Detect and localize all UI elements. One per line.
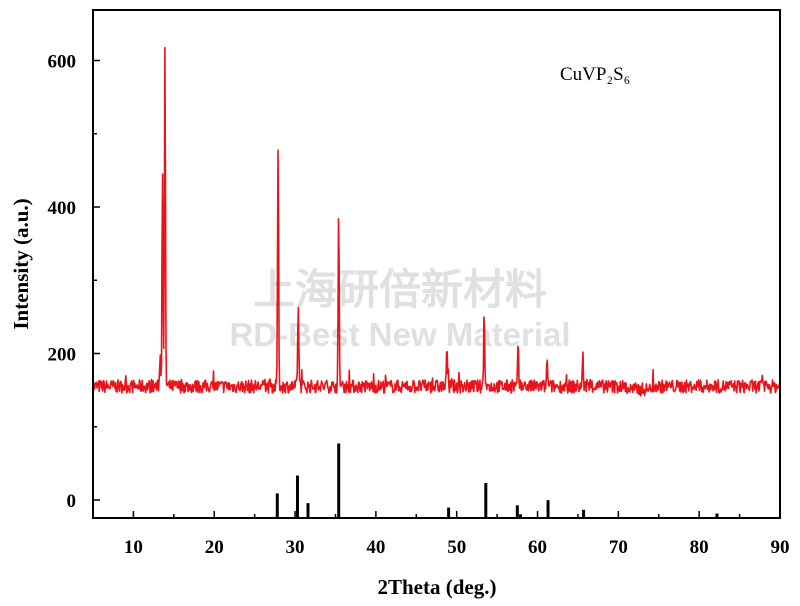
x-tick-label: 70	[609, 537, 628, 558]
x-tick-label: 80	[690, 537, 709, 558]
x-tick-label: 40	[366, 537, 385, 558]
x-tick-label: 20	[205, 537, 224, 558]
y-tick-label: 600	[48, 52, 77, 73]
sample-annotation: CuVP₂S₆	[560, 64, 630, 85]
measured-line	[92, 46, 781, 397]
x-axis: 10 20 30 40 50 60 70 80 90	[92, 511, 790, 558]
x-tick-label: 60	[528, 537, 547, 558]
x-tick-label: 30	[286, 537, 305, 558]
y-tick-label: 200	[48, 345, 77, 366]
reference-pattern	[275, 443, 719, 518]
y-tick-label: 0	[67, 491, 77, 512]
measured-pattern	[92, 46, 781, 397]
x-axis-title: 2Theta (deg.)	[378, 575, 497, 599]
watermark-line2: RD-Best New Material	[229, 316, 570, 353]
y-tick-label: 400	[48, 198, 77, 219]
x-tick-label: 50	[447, 537, 466, 558]
watermark-line1: 上海研倍新材料	[253, 265, 547, 314]
y-axis: 0 200 400 600	[48, 52, 100, 512]
plot-frame	[92, 9, 781, 519]
watermark: 上海研倍新材料 RD-Best New Material	[229, 265, 570, 353]
x-tick-label: 90	[771, 537, 790, 558]
y-axis-title: Intensity (a.u.)	[9, 198, 33, 329]
x-tick-label: 10	[124, 537, 143, 558]
